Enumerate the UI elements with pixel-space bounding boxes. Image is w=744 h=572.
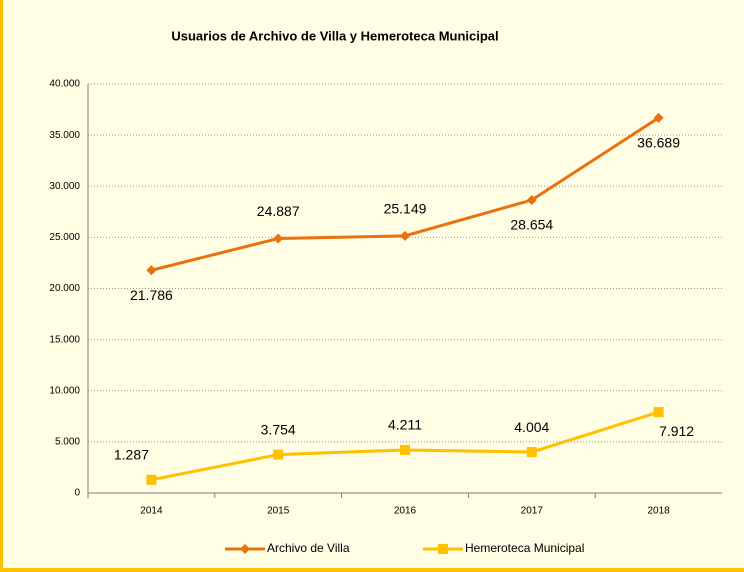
marker xyxy=(273,233,284,244)
marker xyxy=(400,444,410,455)
y-tick-label: 15.000 xyxy=(49,334,80,345)
marker xyxy=(653,407,664,418)
marker xyxy=(653,112,664,123)
y-tick-label: 35.000 xyxy=(49,130,80,141)
data-label: 21.786 xyxy=(130,287,173,303)
marker xyxy=(146,474,157,485)
data-label: 4.004 xyxy=(514,419,549,435)
marker xyxy=(526,447,537,458)
x-tick-label: 2014 xyxy=(140,506,163,517)
chart-title: Usuarios de Archivo de Villa y Hemerotec… xyxy=(171,28,498,43)
marker xyxy=(146,265,157,276)
data-label: 25.149 xyxy=(384,201,427,217)
x-tick-label: 2015 xyxy=(267,506,290,517)
marker xyxy=(273,449,284,460)
y-tick-label: 10.000 xyxy=(49,385,80,396)
marker xyxy=(240,544,250,554)
legend-label: Archivo de Villa xyxy=(267,541,350,555)
y-tick-label: 20.000 xyxy=(49,283,80,294)
y-tick-label: 5.000 xyxy=(55,437,80,448)
data-label: 28.654 xyxy=(510,217,553,233)
marker xyxy=(438,544,448,554)
data-label: 3.754 xyxy=(261,421,296,437)
y-tick-label: 40.000 xyxy=(49,79,80,90)
y-tick-label: 0 xyxy=(74,488,80,499)
data-label: 24.887 xyxy=(257,203,300,219)
marker xyxy=(400,230,410,241)
data-label: 7.912 xyxy=(659,423,694,439)
legend-label: Hemeroteca Municipal xyxy=(465,541,584,555)
y-tick-label: 30.000 xyxy=(49,181,80,192)
x-tick-label: 2018 xyxy=(647,506,670,517)
data-label: 36.689 xyxy=(637,135,680,151)
data-label: 1.287 xyxy=(114,447,149,463)
y-tick-label: 25.000 xyxy=(49,232,80,243)
x-tick-label: 2017 xyxy=(521,506,544,517)
data-label: 4.211 xyxy=(388,417,422,433)
chart-background xyxy=(3,0,744,568)
marker xyxy=(526,195,537,206)
x-tick-label: 2016 xyxy=(394,506,417,517)
